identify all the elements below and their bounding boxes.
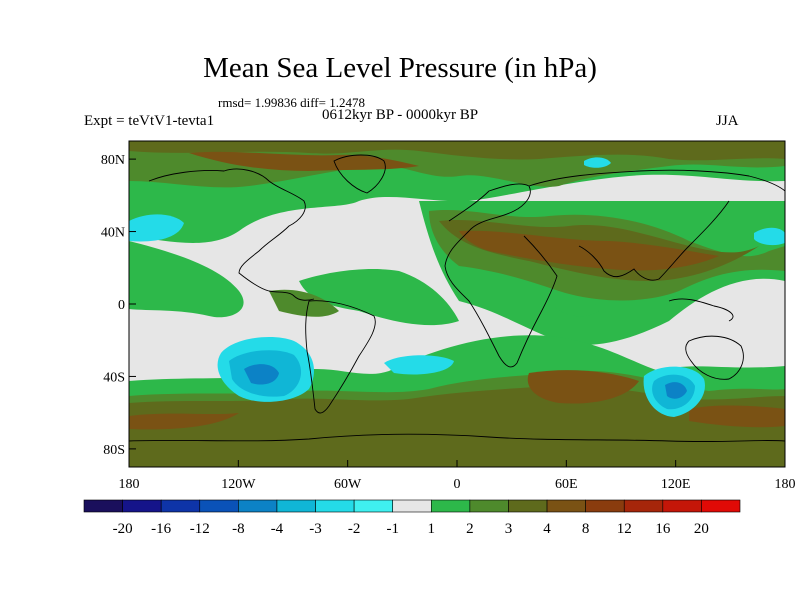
- colorbar-box: [623, 499, 664, 513]
- negative-anomaly-strong: [244, 364, 687, 399]
- colorbar-box: [469, 499, 509, 513]
- colorbar-box: [315, 499, 355, 513]
- colorbar-box: [199, 499, 239, 513]
- lon-tick-label: 60E: [555, 477, 578, 492]
- lon-tick-label: 60W: [334, 477, 362, 492]
- colorbar-label: -1: [386, 521, 399, 537]
- colorbar-box: [276, 499, 316, 513]
- colorbar-box: [430, 499, 471, 513]
- experiment-label: Expt = teVtV1-tevta1: [84, 113, 215, 129]
- colorbar-box: [546, 499, 586, 513]
- colorbar-box: [353, 499, 394, 513]
- colorbar-box: [701, 499, 741, 513]
- colorbar-box: [662, 499, 702, 513]
- colorbar-box: [83, 499, 123, 513]
- lat-tick-label: 80N: [101, 153, 125, 168]
- colorbar-label: -12: [190, 521, 210, 537]
- lon-tick-label: 180: [119, 477, 140, 492]
- colorbar-label: 16: [655, 521, 671, 537]
- colorbar-box: [508, 499, 548, 513]
- lon-tick-label: 0: [454, 477, 461, 492]
- positive-anomaly-max: [129, 151, 785, 430]
- lat-tick-label: 80S: [103, 443, 125, 458]
- colorbar-box: [392, 499, 432, 513]
- season-label: JJA: [716, 113, 739, 129]
- colorbar-box: [585, 499, 625, 513]
- colorbar-box: [160, 499, 201, 513]
- lat-tick-label: 0: [118, 298, 125, 313]
- colorbar-box: [122, 499, 162, 513]
- longitude-axis: 180 120W 60W 0 60E 120E 180: [119, 460, 796, 492]
- colorbar-label: 12: [617, 521, 632, 537]
- period-text: 0612kyr BP - 0000kyr BP: [322, 107, 479, 123]
- colorbar-label: 8: [582, 521, 590, 537]
- latitude-axis: 80N 40N 0 40S 80S: [101, 153, 136, 458]
- lon-tick-label: 120W: [221, 477, 256, 492]
- colorbar-label: -20: [113, 521, 133, 537]
- stats-text: rmsd= 1.99836 diff= 1.2478: [218, 95, 365, 110]
- colorbar: -20 -16 -12 -8 -4 -3 -2 -1 1 2 3 4 8 12 16 20: [83, 499, 741, 537]
- lat-tick-label: 40N: [101, 226, 125, 241]
- lon-tick-label: 120E: [661, 477, 691, 492]
- colorbar-label: -3: [309, 521, 322, 537]
- lon-tick-label: 180: [775, 477, 796, 492]
- colorbar-label: 4: [543, 521, 551, 537]
- colorbar-label: -16: [151, 521, 171, 537]
- colorbar-box: [238, 499, 278, 513]
- colorbar-label: 3: [505, 521, 513, 537]
- lat-tick-label: 40S: [103, 370, 125, 385]
- colorbar-label: 1: [428, 521, 436, 537]
- colorbar-label: -2: [348, 521, 361, 537]
- colorbar-label: -4: [271, 521, 284, 537]
- colorbar-label: 20: [694, 521, 709, 537]
- plot-title: Mean Sea Level Pressure (in hPa): [203, 52, 597, 84]
- colorbar-label: 2: [466, 521, 474, 537]
- pressure-map: 80N 40N 0 40S 80S 180 120W 60W 0 60E 120E 180: [101, 140, 796, 492]
- colorbar-label: -8: [232, 521, 245, 537]
- coastlines: [129, 154, 785, 443]
